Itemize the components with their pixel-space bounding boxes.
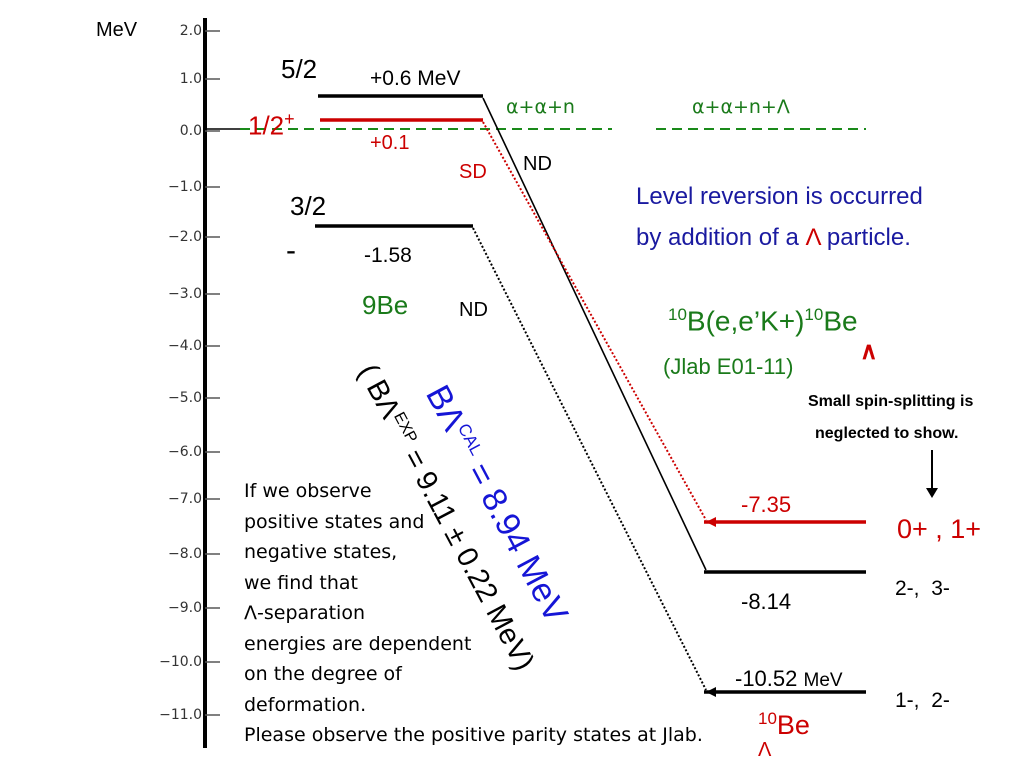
tick-label: 2.0 bbox=[179, 23, 202, 39]
threshold-left-label: α+α+n bbox=[506, 96, 575, 118]
tick-label: −5.0 bbox=[168, 390, 202, 406]
level-low-energy: -10.52 MeV bbox=[735, 666, 843, 691]
tick-label: −4.0 bbox=[168, 338, 202, 354]
experiment-label: (Jlab E01-11) bbox=[663, 354, 794, 379]
tick-label: −3.0 bbox=[168, 286, 202, 302]
level-low-spins: 1-, 2- bbox=[895, 689, 950, 712]
note-line: Λ-separation bbox=[244, 602, 365, 624]
level-red-energy: -7.35 bbox=[741, 492, 792, 517]
level-3-2-energy: -1.58 bbox=[364, 244, 412, 267]
level-1-2-parity: + bbox=[284, 109, 295, 129]
tick-label: −8.0 bbox=[168, 546, 202, 562]
tick-label: −10.0 bbox=[159, 654, 202, 670]
tick-label: 0.0 bbox=[179, 123, 202, 139]
level-red-spins: 0+ , 1+ bbox=[897, 514, 982, 544]
note-line: energies are dependent bbox=[244, 632, 472, 655]
note-line: Please observe the positive parity state… bbox=[244, 724, 703, 746]
nd-label-upper: ND bbox=[523, 153, 552, 175]
tick-label: −9.0 bbox=[168, 600, 202, 616]
level-mid-energy: -8.14 bbox=[741, 589, 792, 614]
reversion-note-line1: Level reversion is occurred bbox=[636, 183, 923, 210]
threshold-right-label: α+α+n+Λ bbox=[692, 96, 790, 118]
note-line: If we observe bbox=[244, 480, 372, 502]
spin-note-line2: neglected to show. bbox=[815, 425, 959, 442]
note-line: deformation. bbox=[244, 693, 367, 716]
level-3-2-parity: - bbox=[286, 234, 296, 267]
reaction-lambda: ∧ bbox=[860, 338, 878, 365]
sd-label: SD bbox=[459, 161, 487, 183]
level-3-2-spin: 3/2 bbox=[290, 191, 327, 221]
level-mid-spins: 2-, 3- bbox=[895, 577, 950, 600]
nd-label-lower: ND bbox=[459, 299, 488, 321]
tick-label: 1.0 bbox=[179, 71, 202, 87]
axis-unit-label: MeV bbox=[96, 19, 138, 41]
down-arrow-icon bbox=[926, 488, 938, 498]
be10-nucleus-label: 10Be bbox=[758, 709, 810, 740]
be10-lambda-subscript: Λ bbox=[758, 739, 772, 761]
level-1-2-energy: +0.1 bbox=[370, 132, 410, 154]
deformation-note: If we observe positive states and negati… bbox=[244, 476, 764, 751]
connector-nd-upper bbox=[482, 97, 707, 571]
note-line: negative states, bbox=[244, 541, 398, 563]
reversion-note-line2: by addition of a Λ particle. bbox=[636, 224, 911, 251]
tick-label: −6.0 bbox=[168, 444, 202, 460]
reaction-label: 10B(e,e’K+)10Be bbox=[668, 305, 858, 337]
note-line: we find that bbox=[244, 571, 358, 594]
lambda-symbol: Λ bbox=[805, 224, 821, 251]
arrowhead-red-icon bbox=[706, 517, 716, 527]
tick-label: −7.0 bbox=[168, 491, 202, 507]
be9-nucleus-label: 9Be bbox=[362, 290, 409, 320]
level-1-2-spin: 1/2+ bbox=[248, 109, 295, 141]
level-5-2-energy: +0.6 MeV bbox=[370, 67, 461, 90]
note-line: positive states and bbox=[244, 510, 425, 533]
tick-label: −11.0 bbox=[159, 707, 202, 723]
note-line: on the degree of bbox=[244, 663, 402, 685]
arrowhead-black-icon bbox=[706, 687, 716, 697]
axis-ticks bbox=[205, 30, 220, 716]
spin-note-line1: Small spin-splitting is bbox=[808, 393, 974, 410]
tick-label: −2.0 bbox=[168, 229, 202, 245]
level-5-2-spin: 5/2 bbox=[281, 54, 318, 84]
tick-label: −1.0 bbox=[168, 179, 202, 195]
connector-sd bbox=[482, 121, 707, 521]
